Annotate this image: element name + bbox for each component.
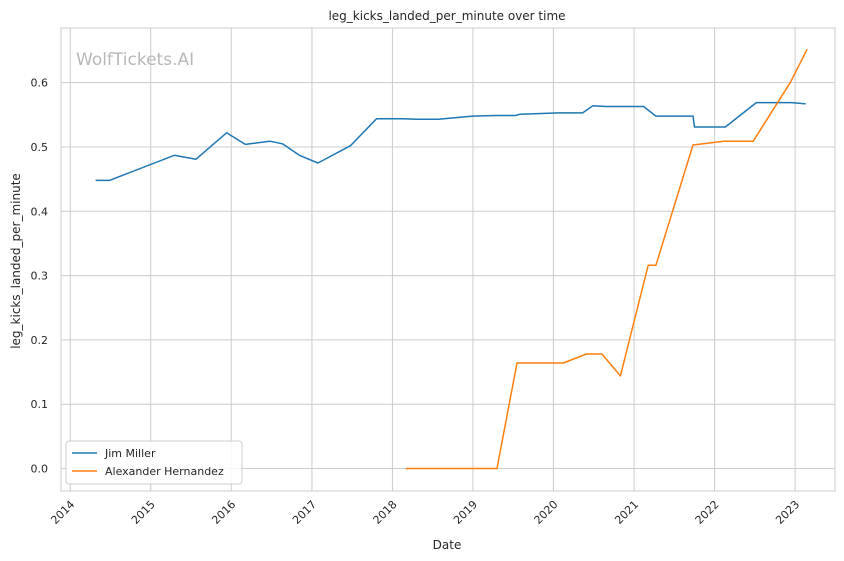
y-tick-label: 0.5 [31,141,49,154]
x-axis-label: Date [433,538,462,552]
y-tick-label: 0.0 [31,462,49,475]
chart-title: leg_kicks_landed_per_minute over time [328,9,565,23]
legend-label: Jim Miller [104,447,156,460]
legend-box [65,440,243,485]
y-tick-label: 0.2 [31,334,49,347]
series-lines [95,48,808,470]
y-tick-label: 0.1 [31,398,49,411]
series-line [95,101,806,182]
legend: Jim Miller Alexander Hernandez [65,440,243,485]
y-axis-label: leg_kicks_landed_per_minute [9,173,23,349]
y-tick-label: 0.6 [31,77,49,90]
watermark: WolfTickets.AI [76,50,194,70]
legend-label: Alexander Hernandez [105,465,224,478]
series-line [405,48,808,470]
y-tick-label: 0.3 [31,270,49,283]
y-tick-label: 0.4 [31,205,49,218]
plot-area-frame [60,27,836,492]
